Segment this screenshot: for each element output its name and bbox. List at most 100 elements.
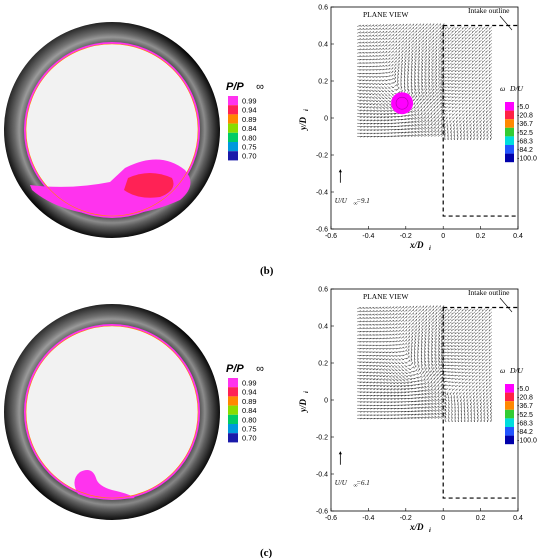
vector-arrow (468, 29, 472, 33)
vector-arrow-head (395, 352, 398, 354)
vector-arrow-head (366, 358, 368, 360)
vector-arrow (363, 330, 368, 333)
vector-arrow (397, 43, 401, 47)
vector-arrow (400, 53, 404, 57)
vector-arrow-head (372, 69, 375, 71)
pressure-legend-swatch (228, 433, 238, 443)
vector-arrow-head (461, 86, 463, 89)
vector-arrow-head (465, 47, 467, 50)
vector-arrow (449, 116, 452, 120)
vector-arrow-head (379, 352, 382, 354)
vector-arrow (465, 103, 469, 106)
vector-arrow (363, 310, 368, 313)
vector-arrow (360, 330, 365, 333)
vector-arrow (424, 75, 427, 80)
vector-arrow (397, 391, 403, 393)
vector-arrow (457, 418, 459, 423)
vector-arrow (390, 333, 395, 336)
vector-arrow (454, 371, 459, 373)
vector-arrow-head (359, 123, 362, 125)
vector-arrow-head (359, 41, 361, 44)
vector-arrow-head (384, 126, 386, 128)
vector-arrow (476, 119, 479, 124)
y-tick-label: -0.2 (316, 153, 328, 160)
vector-arrow (384, 371, 388, 374)
vector-arrow-head (471, 73, 473, 76)
vector-arrow-head (376, 27, 378, 30)
vector-arrow-head (458, 96, 460, 99)
vector-arrow (444, 331, 449, 335)
vector-arrow-head (389, 44, 391, 47)
vector-arrow-head (411, 358, 413, 361)
vector-arrow (420, 367, 424, 372)
vector-arrow (437, 334, 440, 339)
vector-arrow (482, 96, 486, 100)
vector-arrow (394, 73, 396, 77)
vector-arrow (420, 69, 423, 74)
vector-arrow (373, 368, 378, 370)
vector-arrow (444, 405, 447, 409)
vector-arrow (478, 79, 482, 83)
vector-arrow-head (379, 61, 381, 64)
vector-arrow (455, 106, 459, 109)
vector-arrow (471, 49, 476, 53)
vector-arrow (427, 374, 432, 379)
vector-arrow (424, 109, 429, 114)
vector-arrow (400, 336, 404, 339)
vector-arrow (410, 338, 413, 343)
vector-arrow (387, 93, 391, 96)
vector-arrow (454, 408, 456, 412)
vector-arrow (390, 112, 396, 115)
vector-arrow (458, 106, 462, 109)
vector-arrow (414, 59, 417, 64)
vector-arrow (489, 106, 493, 110)
vector-arrow (434, 374, 438, 379)
vector-arrow (377, 41, 381, 44)
vector-arrow (360, 59, 365, 61)
vector-arrow (410, 72, 412, 77)
vector-arrow-head (366, 378, 369, 380)
vector-arrow-head (392, 53, 394, 56)
vector-arrow (390, 70, 394, 74)
vector-arrow-head (407, 79, 409, 82)
vector-arrow-head (421, 113, 423, 115)
vector-arrow (404, 124, 410, 127)
vector-arrow (367, 371, 372, 373)
vector-arrow (434, 116, 439, 121)
vector-arrow (360, 109, 365, 111)
vector-arrow-head (396, 344, 398, 346)
vector-arrow-head (382, 65, 385, 67)
vector-arrow (437, 409, 443, 413)
vector-arrow (434, 412, 440, 416)
vector-arrow (384, 112, 389, 115)
vector-arrow (427, 370, 431, 376)
vector-arrow (427, 43, 431, 47)
vector-arrow (489, 99, 492, 103)
vector-arrow-head (362, 375, 365, 377)
vector-arrow (441, 85, 445, 90)
vector-arrow-head (392, 24, 395, 26)
vector-arrow (417, 62, 420, 67)
vector-arrow (390, 89, 394, 92)
vector-arrow (461, 39, 466, 43)
vector-arrow (387, 64, 391, 67)
vector-arrow (447, 341, 452, 344)
vector-arrow-head (418, 127, 420, 130)
vector-arrow (367, 378, 372, 380)
vector-arrow-head (444, 395, 446, 398)
vector-arrow-head (444, 112, 446, 115)
vector-arrow (476, 113, 479, 117)
vector-arrow (380, 109, 386, 112)
vector-arrow (427, 102, 432, 107)
vector-arrow-head (376, 352, 378, 354)
x-tick-label: 0.4 (513, 515, 523, 522)
vector-arrow-head (382, 44, 385, 47)
vector-arrow (410, 348, 412, 352)
vector-arrow-head (366, 45, 368, 47)
vector-arrow (472, 96, 476, 100)
vector-arrow-head (447, 93, 450, 95)
vector-arrow (458, 109, 462, 113)
vector-arrow (471, 56, 476, 60)
vector-arrow-head (366, 382, 369, 384)
vector-arrow (437, 347, 440, 352)
